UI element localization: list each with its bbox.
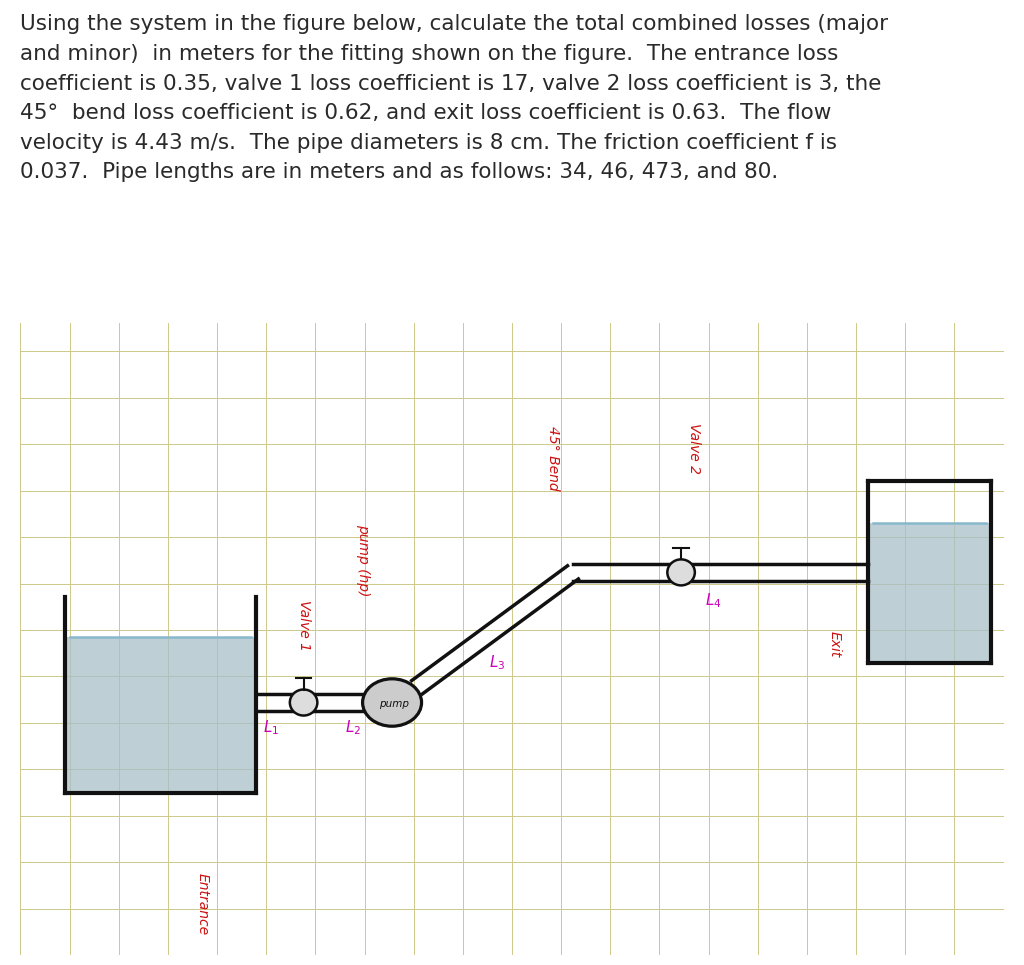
Text: Using the system in the figure below, calculate the total combined losses (major: Using the system in the figure below, ca… [20, 14, 889, 182]
Circle shape [668, 560, 695, 586]
Text: 45° Bend: 45° Bend [546, 426, 560, 490]
Ellipse shape [362, 678, 422, 727]
Text: pump (hp): pump (hp) [355, 524, 370, 596]
Text: $L_4$: $L_4$ [706, 591, 722, 610]
Bar [868, 523, 991, 663]
Text: $L_1$: $L_1$ [263, 718, 280, 737]
Text: Valve 2: Valve 2 [687, 424, 700, 474]
Text: Entrance: Entrance [196, 873, 209, 935]
Circle shape [290, 690, 317, 715]
Text: $L_2$: $L_2$ [345, 718, 360, 737]
Text: $L_3$: $L_3$ [489, 653, 506, 672]
Text: Exit: Exit [827, 631, 842, 657]
Bar [65, 638, 256, 792]
Text: Valve 1: Valve 1 [297, 600, 310, 650]
Text: pump: pump [379, 700, 409, 709]
